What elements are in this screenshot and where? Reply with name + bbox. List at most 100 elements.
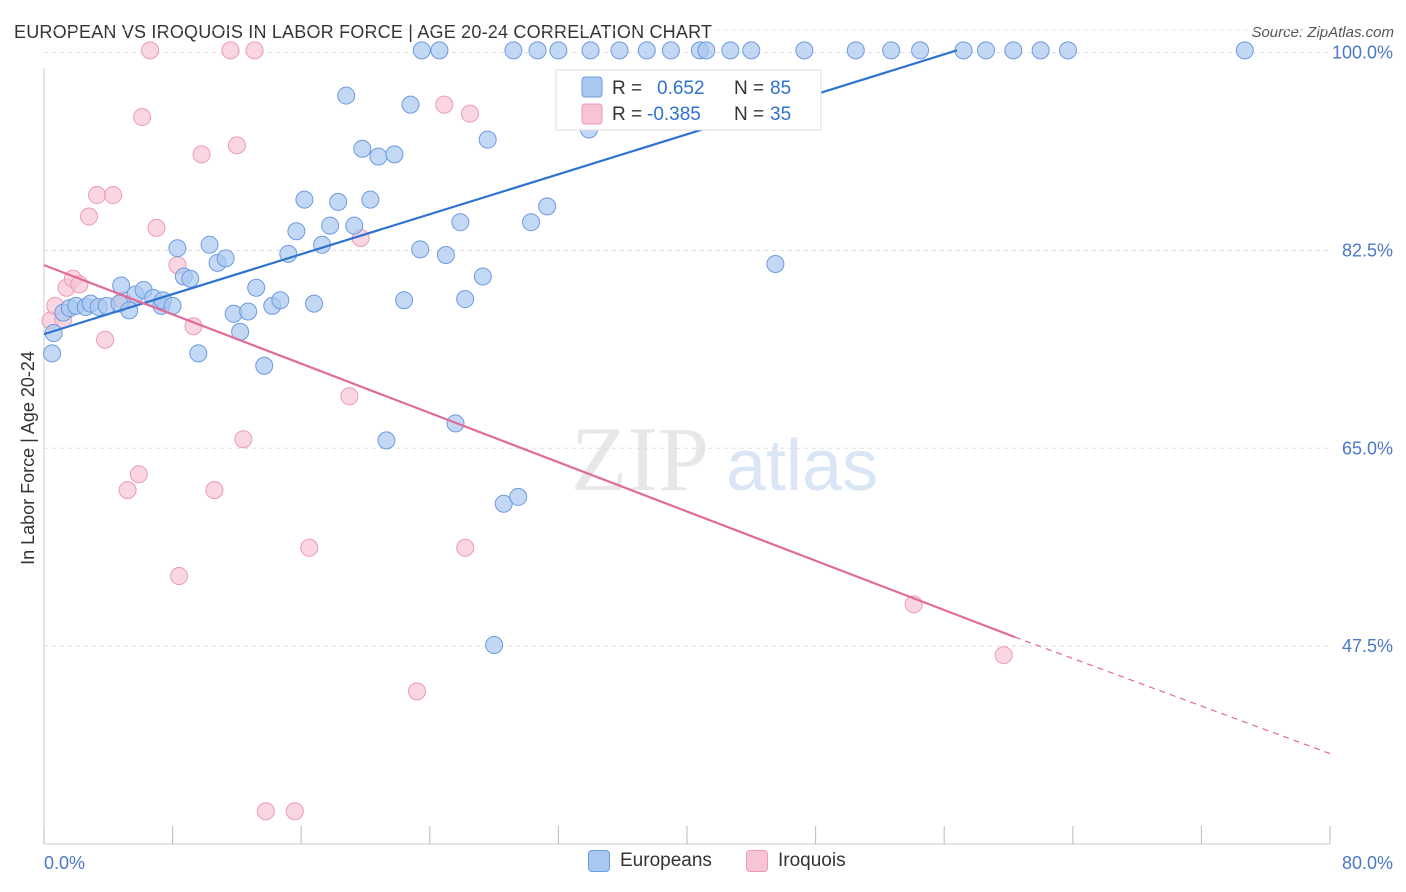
watermark-atlas: atlas <box>726 426 878 506</box>
legend-n-value-iroquois: 35 <box>770 104 791 125</box>
europeans-point <box>1235 41 1254 60</box>
europeans-point <box>329 192 348 211</box>
europeans-point <box>287 222 306 241</box>
europeans-point <box>43 344 62 363</box>
europeans-point <box>795 41 814 60</box>
europeans-point <box>295 190 314 209</box>
legend-item-europeans[interactable]: Europeans <box>588 850 712 872</box>
europeans-point <box>181 269 200 288</box>
europeans-point <box>321 216 340 235</box>
y-axis-label: In Labor Force | Age 20-24 <box>18 351 38 565</box>
x-ticks <box>43 826 1331 844</box>
trend-lines <box>43 49 1331 755</box>
x-tick-label-min: 0.0% <box>44 853 85 873</box>
iroquois-point <box>994 646 1013 665</box>
europeans-point <box>954 41 973 60</box>
europeans-point <box>216 249 235 268</box>
series-legend: Europeans Iroquois <box>0 850 1406 880</box>
europeans-point <box>361 190 380 209</box>
europeans-point <box>976 41 995 60</box>
iroquois-point <box>234 430 253 449</box>
europeans-point <box>581 41 600 60</box>
iroquois-point <box>205 481 224 500</box>
iroquois-point <box>118 481 137 500</box>
iroquois-point <box>80 207 99 226</box>
europeans-point <box>538 197 557 216</box>
iroquois-point <box>227 136 246 155</box>
europeans-point <box>200 235 219 254</box>
iroquois-point <box>96 330 115 349</box>
y-tick-labels: 47.5% 65.0% 82.5% 100.0% <box>1332 43 1393 657</box>
legend-r-value-europeans: 0.652 <box>657 78 705 99</box>
europeans-point <box>509 487 528 506</box>
europeans-point <box>1004 41 1023 60</box>
europeans-point <box>411 240 430 259</box>
europeans-point <box>882 41 901 60</box>
iroquois-point <box>407 682 426 701</box>
europeans-point <box>279 244 298 263</box>
source-attribution: Source: ZipAtlas.com <box>1251 24 1394 41</box>
legend-swatch-europeans <box>581 76 603 98</box>
europeans-point <box>911 41 930 60</box>
y-tick-label: 65.0% <box>1342 438 1393 458</box>
legend-n-value-europeans: 85 <box>770 78 791 99</box>
iroquois-point <box>133 108 152 127</box>
legend-r-label-iroquois: R = <box>612 104 642 125</box>
iroquois-point <box>340 387 359 406</box>
europeans-point <box>549 41 568 60</box>
europeans-point <box>271 291 290 310</box>
iroquois-swatch <box>746 850 768 872</box>
europeans-point <box>239 302 258 321</box>
europeans-point <box>742 41 761 60</box>
iroquois-point <box>170 567 189 586</box>
europeans-point <box>637 41 656 60</box>
europeans-point <box>721 41 740 60</box>
iroquois-point <box>245 41 264 60</box>
iroquois-point <box>141 41 160 60</box>
europeans-point <box>305 294 324 313</box>
europeans-point <box>494 494 513 513</box>
europeans-point <box>337 86 356 105</box>
europeans-point <box>522 213 541 232</box>
europeans-point <box>385 145 404 164</box>
x-tick-label-max: 80.0% <box>1342 853 1393 873</box>
legend-r-label-europeans: R = <box>612 78 642 99</box>
europeans-point <box>189 344 208 363</box>
legend-item-iroquois[interactable]: Iroquois <box>746 850 846 872</box>
iroquois-point <box>256 802 275 821</box>
correlation-legend: R = 0.652 N = 85 R = -0.385 N = 35 <box>555 69 822 131</box>
europeans-point <box>401 95 420 114</box>
legend-label-europeans: Europeans <box>620 850 712 871</box>
watermark-zip: ZIP <box>571 408 709 510</box>
iroquois-point <box>147 218 166 237</box>
iroquois-point <box>104 186 123 205</box>
iroquois-point <box>88 186 107 205</box>
europeans-point <box>247 278 266 297</box>
iroquois-point <box>435 95 454 114</box>
y-tick-label: 47.5% <box>1342 636 1393 656</box>
iroquois-point <box>300 538 319 557</box>
europeans-point <box>395 291 414 310</box>
iroquois-point <box>192 145 211 164</box>
legend-r-value-iroquois: -0.385 <box>647 104 701 125</box>
watermark: ZIP atlas <box>571 408 878 510</box>
gridlines <box>44 29 1330 647</box>
europeans-point <box>369 147 388 166</box>
y-tick-label: 82.5% <box>1342 240 1393 260</box>
europeans-point <box>168 239 187 258</box>
europeans-point <box>451 213 470 232</box>
y-tick-label: 100.0% <box>1332 43 1393 63</box>
europeans-point <box>345 216 364 235</box>
europeans-point <box>1031 41 1050 60</box>
legend-label-iroquois: Iroquois <box>778 850 846 871</box>
europeans-point <box>610 41 629 60</box>
europeans-point <box>766 255 785 274</box>
europeans-point <box>661 41 680 60</box>
europeans-point <box>353 139 372 158</box>
europeans-point <box>412 41 431 60</box>
europeans-points <box>43 41 1254 655</box>
iroquois-point <box>221 41 240 60</box>
iroquois-point <box>129 465 148 484</box>
legend-swatch-iroquois <box>581 103 603 125</box>
